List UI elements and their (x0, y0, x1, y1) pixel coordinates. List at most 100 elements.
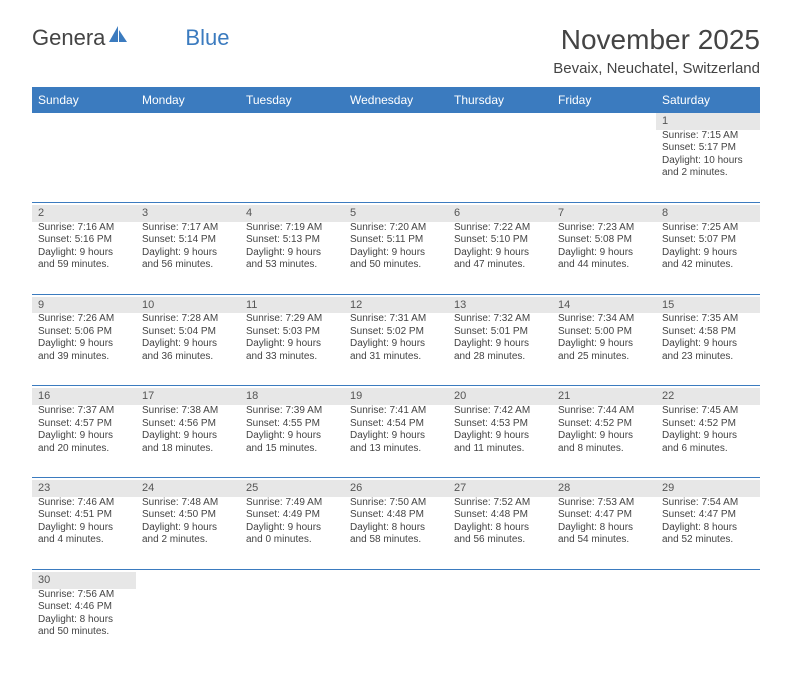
sunset-text: Sunset: 5:00 PM (558, 326, 650, 339)
day-cell (240, 130, 344, 203)
daylight-text-2: and 39 minutes. (38, 351, 130, 364)
day-header: Wednesday (344, 87, 448, 113)
day-cell: Sunrise: 7:50 AMSunset: 4:48 PMDaylight:… (344, 497, 448, 570)
day-header: Monday (136, 87, 240, 113)
sunrise-text: Sunrise: 7:20 AM (350, 222, 442, 235)
daylight-text-2: and 54 minutes. (558, 534, 650, 547)
day-number-cell: 25 (240, 480, 344, 497)
daylight-text-1: Daylight: 9 hours (350, 430, 442, 443)
sunset-text: Sunset: 5:02 PM (350, 326, 442, 339)
daylight-text-2: and 31 minutes. (350, 351, 442, 364)
day-number-cell: 13 (448, 297, 552, 314)
day-number-cell: 16 (32, 388, 136, 405)
daylight-text-1: Daylight: 9 hours (558, 338, 650, 351)
location: Bevaix, Neuchatel, Switzerland (553, 60, 760, 77)
day-cell: Sunrise: 7:44 AMSunset: 4:52 PMDaylight:… (552, 405, 656, 478)
daylight-text-2: and 13 minutes. (350, 443, 442, 456)
day-cell: Sunrise: 7:22 AMSunset: 5:10 PMDaylight:… (448, 222, 552, 295)
day-number-cell: 28 (552, 480, 656, 497)
daylight-text-2: and 44 minutes. (558, 259, 650, 272)
daylight-text-1: Daylight: 9 hours (142, 430, 234, 443)
sunrise-text: Sunrise: 7:22 AM (454, 222, 546, 235)
daylight-text-2: and 18 minutes. (142, 443, 234, 456)
sunset-text: Sunset: 4:51 PM (38, 509, 130, 522)
daylight-text-2: and 11 minutes. (454, 443, 546, 456)
day-header: Tuesday (240, 87, 344, 113)
day-number-cell: 17 (136, 388, 240, 405)
daylight-text-2: and 58 minutes. (350, 534, 442, 547)
day-number-cell: 6 (448, 205, 552, 222)
daylight-text-2: and 56 minutes. (142, 259, 234, 272)
day-number-cell (448, 113, 552, 130)
sunset-text: Sunset: 5:08 PM (558, 234, 650, 247)
day-cell: Sunrise: 7:20 AMSunset: 5:11 PMDaylight:… (344, 222, 448, 295)
day-cell: Sunrise: 7:17 AMSunset: 5:14 PMDaylight:… (136, 222, 240, 295)
sunset-text: Sunset: 4:54 PM (350, 418, 442, 431)
day-cell: Sunrise: 7:52 AMSunset: 4:48 PMDaylight:… (448, 497, 552, 570)
day-number-cell: 8 (656, 205, 760, 222)
daylight-text-2: and 50 minutes. (38, 626, 130, 639)
sunrise-text: Sunrise: 7:15 AM (662, 130, 754, 143)
day-cell: Sunrise: 7:26 AMSunset: 5:06 PMDaylight:… (32, 313, 136, 386)
sunset-text: Sunset: 4:50 PM (142, 509, 234, 522)
daylight-text-1: Daylight: 9 hours (38, 522, 130, 535)
daylight-text-1: Daylight: 9 hours (662, 430, 754, 443)
sunset-text: Sunset: 4:49 PM (246, 509, 338, 522)
sunset-text: Sunset: 5:07 PM (662, 234, 754, 247)
daylight-text-2: and 23 minutes. (662, 351, 754, 364)
daylight-text-1: Daylight: 9 hours (662, 247, 754, 260)
daylight-text-2: and 15 minutes. (246, 443, 338, 456)
day-content-row: Sunrise: 7:56 AMSunset: 4:46 PMDaylight:… (32, 589, 760, 661)
calendar-table: SundayMondayTuesdayWednesdayThursdayFrid… (32, 87, 760, 661)
sunrise-text: Sunrise: 7:31 AM (350, 313, 442, 326)
daylight-text-1: Daylight: 9 hours (558, 247, 650, 260)
sunset-text: Sunset: 4:53 PM (454, 418, 546, 431)
sunrise-text: Sunrise: 7:32 AM (454, 313, 546, 326)
day-header: Sunday (32, 87, 136, 113)
sunset-text: Sunset: 5:04 PM (142, 326, 234, 339)
sunrise-text: Sunrise: 7:49 AM (246, 497, 338, 510)
day-number-cell (552, 113, 656, 130)
day-content-row: Sunrise: 7:26 AMSunset: 5:06 PMDaylight:… (32, 313, 760, 386)
day-cell (552, 589, 656, 661)
day-content-row: Sunrise: 7:15 AMSunset: 5:17 PMDaylight:… (32, 130, 760, 203)
sunrise-text: Sunrise: 7:17 AM (142, 222, 234, 235)
day-number-cell: 5 (344, 205, 448, 222)
daylight-text-1: Daylight: 8 hours (558, 522, 650, 535)
daylight-text-1: Daylight: 9 hours (38, 338, 130, 351)
day-cell (552, 130, 656, 203)
daylight-text-2: and 56 minutes. (454, 534, 546, 547)
daylight-text-1: Daylight: 9 hours (350, 247, 442, 260)
sunrise-text: Sunrise: 7:26 AM (38, 313, 130, 326)
day-number-cell: 15 (656, 297, 760, 314)
day-cell: Sunrise: 7:56 AMSunset: 4:46 PMDaylight:… (32, 589, 136, 661)
sunrise-text: Sunrise: 7:38 AM (142, 405, 234, 418)
day-cell (344, 589, 448, 661)
day-cell: Sunrise: 7:16 AMSunset: 5:16 PMDaylight:… (32, 222, 136, 295)
day-cell: Sunrise: 7:48 AMSunset: 4:50 PMDaylight:… (136, 497, 240, 570)
day-number-cell: 2 (32, 205, 136, 222)
sunset-text: Sunset: 4:58 PM (662, 326, 754, 339)
day-number-cell: 20 (448, 388, 552, 405)
day-number-cell: 29 (656, 480, 760, 497)
title-block: November 2025 Bevaix, Neuchatel, Switzer… (553, 24, 760, 77)
day-number-cell: 3 (136, 205, 240, 222)
day-content-row: Sunrise: 7:16 AMSunset: 5:16 PMDaylight:… (32, 222, 760, 295)
day-cell: Sunrise: 7:35 AMSunset: 4:58 PMDaylight:… (656, 313, 760, 386)
daylight-text-2: and 20 minutes. (38, 443, 130, 456)
day-number-cell (136, 113, 240, 130)
sunset-text: Sunset: 5:06 PM (38, 326, 130, 339)
sunrise-text: Sunrise: 7:56 AM (38, 589, 130, 602)
daylight-text-1: Daylight: 9 hours (142, 338, 234, 351)
sunset-text: Sunset: 5:14 PM (142, 234, 234, 247)
daylight-text-1: Daylight: 9 hours (142, 247, 234, 260)
daynum-row: 2345678 (32, 205, 760, 222)
day-number-cell: 18 (240, 388, 344, 405)
day-cell: Sunrise: 7:25 AMSunset: 5:07 PMDaylight:… (656, 222, 760, 295)
day-cell: Sunrise: 7:49 AMSunset: 4:49 PMDaylight:… (240, 497, 344, 570)
day-cell: Sunrise: 7:45 AMSunset: 4:52 PMDaylight:… (656, 405, 760, 478)
daylight-text-2: and 2 minutes. (142, 534, 234, 547)
day-number-cell: 24 (136, 480, 240, 497)
sunset-text: Sunset: 4:48 PM (454, 509, 546, 522)
daylight-text-2: and 42 minutes. (662, 259, 754, 272)
